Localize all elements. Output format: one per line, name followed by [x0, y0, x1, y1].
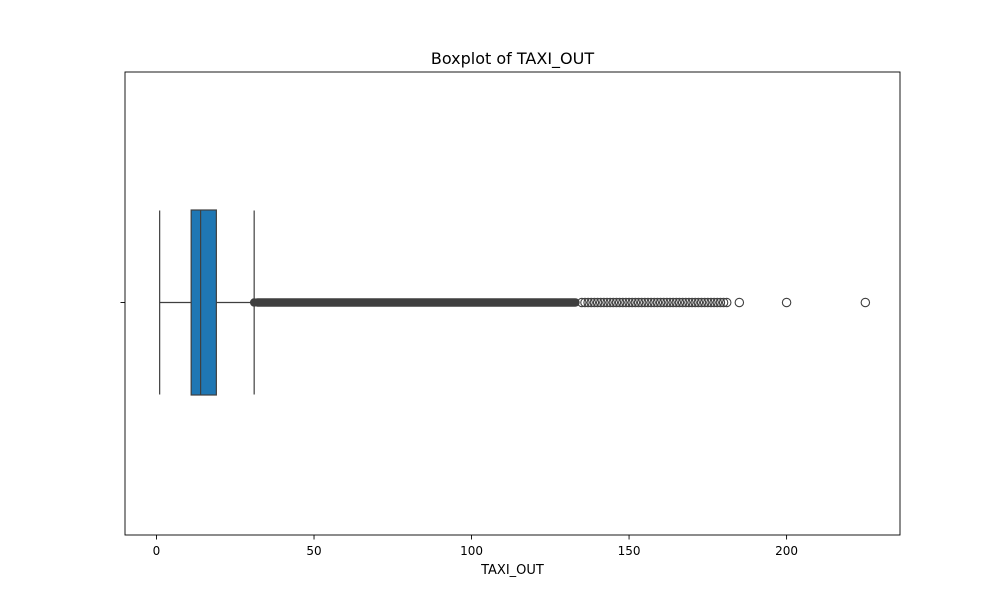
outlier-point: [674, 297, 685, 308]
x-tick-label: 100: [460, 544, 483, 558]
outlier-point: [712, 297, 723, 308]
outlier-point: [652, 297, 663, 308]
outlier-point: [621, 297, 631, 308]
outlier-point: [677, 297, 688, 308]
outlier-point: [586, 297, 597, 308]
outlier-point: [643, 297, 653, 308]
x-axis-label: TAXI_OUT: [480, 563, 544, 578]
outlier-point: [668, 297, 678, 308]
outlier-point: [706, 297, 716, 308]
outlier-point: [636, 297, 647, 308]
outlier-point: [592, 297, 603, 308]
outlier-point: [608, 297, 619, 308]
outlier-point: [687, 297, 697, 308]
outlier-point: [715, 297, 726, 308]
outlier-point: [627, 297, 637, 308]
plot-area: [159, 209, 871, 396]
outlier-point: [577, 297, 587, 308]
outlier-point: [649, 297, 660, 308]
outlier-point: [662, 297, 672, 308]
outlier-point: [624, 297, 634, 308]
outlier-point: [781, 297, 792, 308]
x-tick-label: 50: [306, 544, 321, 558]
x-axis: 0 50 100 150 200: [153, 535, 798, 558]
outlier-point: [681, 297, 691, 308]
outlier-point: [618, 297, 628, 308]
outlier-point: [599, 297, 609, 308]
outlier-point: [611, 297, 622, 308]
outlier-point: [696, 297, 707, 308]
outlier-point: [614, 297, 625, 308]
outlier-point: [665, 297, 675, 308]
outlier-point: [605, 297, 615, 308]
outlier-point: [583, 297, 593, 308]
x-tick-label: 150: [618, 544, 641, 558]
outlier-point: [734, 297, 745, 308]
outlier-point: [580, 297, 590, 308]
outlier-point: [646, 297, 656, 308]
outlier-point: [655, 297, 666, 308]
outlier-point: [693, 297, 704, 308]
outlier-point: [602, 297, 612, 308]
outlier-point: [633, 297, 644, 308]
iqr-box: [190, 209, 217, 396]
x-tick-label: 0: [153, 544, 161, 558]
outlier-point: [671, 297, 682, 308]
outlier-point: [718, 297, 729, 308]
x-tick-label: 200: [775, 544, 798, 558]
outlier-point: [640, 297, 650, 308]
outlier-point: [595, 297, 606, 308]
outlier-point: [860, 297, 871, 308]
outlier-band-start-marker: [249, 298, 259, 307]
outlier-point: [690, 297, 700, 308]
outlier-band: [253, 298, 580, 307]
outlier-point: [589, 297, 600, 308]
outlier-point: [684, 297, 694, 308]
axes-frame: [124, 71, 901, 536]
outlier-point: [630, 297, 641, 308]
outlier-point: [721, 297, 732, 308]
outlier-point: [703, 297, 713, 308]
outlier-point: [658, 297, 669, 308]
outlier-point: [699, 297, 710, 308]
outlier-point: [709, 297, 719, 308]
chart-title: Boxplot of TAXI_OUT: [431, 49, 594, 69]
